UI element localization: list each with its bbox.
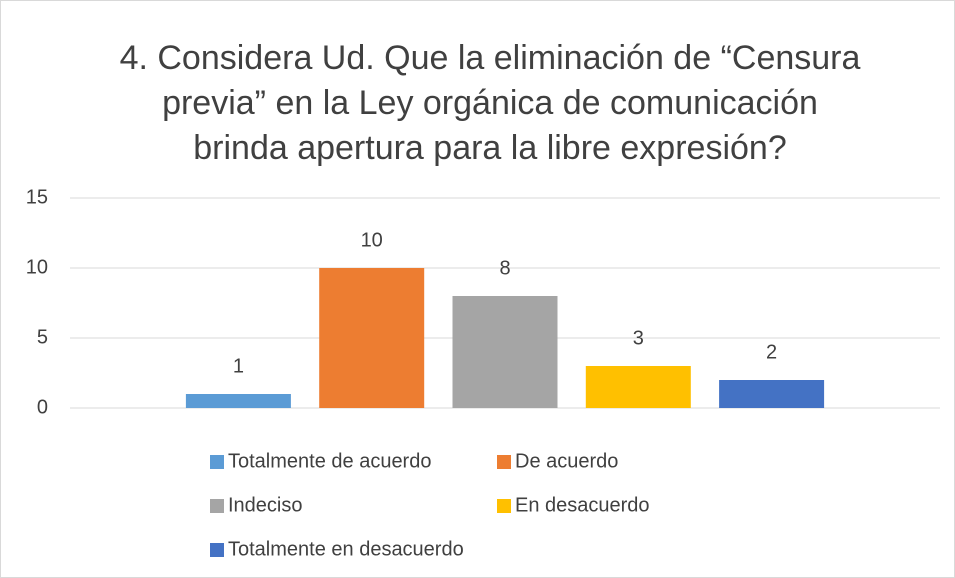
legend-label: Totalmente en desacuerdo bbox=[228, 538, 464, 560]
data-label: 1 bbox=[233, 355, 244, 377]
bar bbox=[452, 296, 558, 408]
legend-swatch bbox=[497, 455, 511, 469]
data-label: 10 bbox=[361, 229, 383, 251]
data-label: 8 bbox=[499, 257, 510, 279]
bar bbox=[719, 380, 825, 408]
legend-label: Totalmente de acuerdo bbox=[228, 450, 431, 472]
y-tick-label: 15 bbox=[26, 186, 48, 208]
y-tick-label: 5 bbox=[37, 326, 48, 348]
legend-label: De acuerdo bbox=[515, 450, 618, 472]
y-tick-label: 10 bbox=[26, 256, 48, 278]
legend-label: Indeciso bbox=[228, 494, 303, 516]
chart-title: 4. Considera Ud. Que la eliminación de “… bbox=[120, 39, 861, 77]
legend-swatch bbox=[210, 543, 224, 557]
data-label: 3 bbox=[633, 327, 644, 349]
legend-swatch bbox=[210, 455, 224, 469]
legend-label: En desacuerdo bbox=[515, 494, 650, 516]
bar bbox=[319, 268, 425, 408]
chart-title: brinda apertura para la libre expresión? bbox=[193, 129, 786, 167]
data-label: 2 bbox=[766, 341, 777, 363]
legend-swatch bbox=[210, 499, 224, 513]
legend-swatch bbox=[497, 499, 511, 513]
bar bbox=[585, 366, 691, 408]
y-tick-label: 0 bbox=[37, 396, 48, 418]
bar bbox=[185, 394, 291, 408]
chart-title: previa” en la Ley orgánica de comunicaci… bbox=[162, 84, 818, 122]
